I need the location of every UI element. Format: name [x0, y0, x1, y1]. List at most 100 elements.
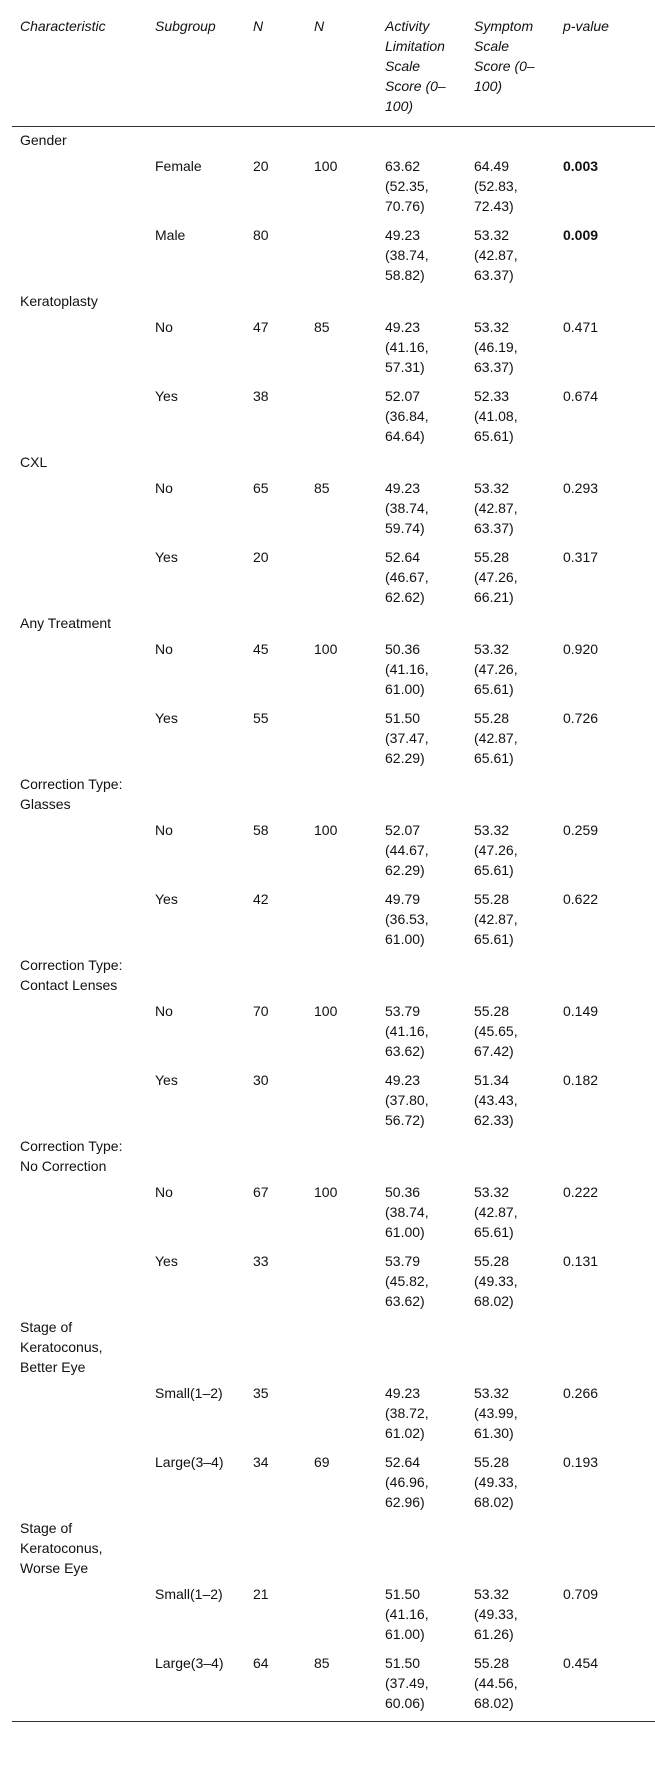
p-value-cell: 0.622: [563, 891, 599, 907]
empty-cell: [12, 1377, 147, 1446]
empty-cell: [306, 610, 377, 633]
n-subgroup-cell: 33: [253, 1253, 269, 1269]
empty-cell: [12, 1446, 147, 1515]
empty-cell: [245, 1314, 306, 1377]
empty-cell: [466, 1314, 555, 1377]
activity-score-cell: 49.79 (36.53, 61.00): [385, 891, 429, 947]
n-total-cell: 85: [314, 319, 330, 335]
activity-score-cell: 52.64 (46.96, 62.96): [385, 1454, 429, 1510]
subgroup-cell: No: [155, 1184, 173, 1200]
empty-cell: [377, 288, 466, 311]
p-value-cell: 0.182: [563, 1072, 599, 1088]
header-row: Characteristic Subgroup N N Activity Lim…: [12, 0, 655, 127]
characteristic-label: Correction Type: No Correction: [20, 1138, 123, 1174]
empty-cell: [147, 127, 245, 151]
empty-cell: [147, 288, 245, 311]
empty-cell: [377, 1314, 466, 1377]
p-value-cell: 0.193: [563, 1454, 599, 1470]
group-row: CXL: [12, 449, 655, 472]
symptom-score-cell: 55.28 (47.26, 66.21): [474, 549, 518, 605]
activity-score-cell: 52.64 (46.67, 62.62): [385, 549, 429, 605]
table-row: No 70 100 53.79 (41.16, 63.62) 55.28 (45.65,…: [12, 995, 655, 1064]
symptom-score-cell: 55.28 (45.65, 67.42): [474, 1003, 518, 1059]
n-subgroup-cell: 80: [253, 227, 269, 243]
n-total-cell: [306, 1064, 377, 1133]
empty-cell: [555, 127, 655, 151]
empty-cell: [12, 702, 147, 771]
header-n-subgroup: N: [245, 0, 306, 127]
header-activity-score: Activity Limitation Scale Score (0–100): [377, 0, 466, 127]
subgroup-cell: Yes: [155, 388, 178, 404]
empty-cell: [12, 1647, 147, 1722]
empty-cell: [147, 1133, 245, 1176]
subgroup-cell: No: [155, 319, 173, 335]
group-row: Stage of Keratoconus, Worse Eye: [12, 1515, 655, 1578]
p-value-cell: 0.471: [563, 319, 599, 335]
results-table: Characteristic Subgroup N N Activity Lim…: [12, 0, 655, 1722]
activity-score-cell: 52.07 (36.84, 64.64): [385, 388, 429, 444]
n-subgroup-cell: 42: [253, 891, 269, 907]
empty-cell: [555, 771, 655, 814]
characteristic-label: Keratoplasty: [20, 293, 98, 309]
n-subgroup-cell: 30: [253, 1072, 269, 1088]
header-n-total: N: [306, 0, 377, 127]
table-row: Yes 30 49.23 (37.80, 56.72) 51.34 (43.43, 6…: [12, 1064, 655, 1133]
results-table-container: Characteristic Subgroup N N Activity Lim…: [12, 0, 655, 1722]
empty-cell: [147, 610, 245, 633]
n-subgroup-cell: 21: [253, 1586, 269, 1602]
n-total-cell: [306, 380, 377, 449]
empty-cell: [377, 952, 466, 995]
empty-cell: [466, 952, 555, 995]
empty-cell: [306, 1515, 377, 1578]
empty-cell: [466, 288, 555, 311]
table-header: Characteristic Subgroup N N Activity Lim…: [12, 0, 655, 127]
table-row: Male 80 49.23 (38.74, 58.82) 53.32 (42.87, …: [12, 219, 655, 288]
table-row: Yes 20 52.64 (46.67, 62.62) 55.28 (47.26, 6…: [12, 541, 655, 610]
subgroup-cell: No: [155, 822, 173, 838]
empty-cell: [555, 610, 655, 633]
empty-cell: [306, 952, 377, 995]
p-value-cell: 0.674: [563, 388, 599, 404]
empty-cell: [306, 771, 377, 814]
symptom-score-cell: 53.32 (46.19, 63.37): [474, 319, 518, 375]
empty-cell: [12, 1245, 147, 1314]
subgroup-cell: Large(3–4): [147, 1647, 245, 1722]
empty-cell: [12, 1578, 147, 1647]
activity-score-cell: 49.23 (38.72, 61.02): [385, 1385, 429, 1441]
n-total-cell: [306, 541, 377, 610]
characteristic-label: Stage of Keratoconus, Better Eye: [20, 1319, 103, 1375]
subgroup-cell: Large(3–4): [155, 1454, 224, 1470]
characteristic-label: Gender: [20, 132, 67, 148]
activity-score-cell: 51.50 (37.47, 62.29): [385, 710, 429, 766]
header-characteristic: Characteristic: [12, 0, 147, 127]
p-value-cell: 0.454: [555, 1647, 655, 1722]
empty-cell: [466, 610, 555, 633]
n-total-cell: 100: [314, 1184, 338, 1200]
symptom-score-cell: 53.32 (42.87, 63.37): [474, 227, 518, 283]
empty-cell: [245, 288, 306, 311]
group-row: Correction Type: Glasses: [12, 771, 655, 814]
characteristic-label: CXL: [20, 454, 48, 470]
symptom-score-cell: 52.33 (41.08, 65.61): [474, 388, 518, 444]
activity-score-cell: 50.36 (41.16, 61.00): [385, 641, 429, 697]
subgroup-cell: Female: [155, 158, 202, 174]
symptom-score-cell: 55.28 (42.87, 65.61): [474, 710, 518, 766]
p-value-cell: 0.149: [563, 1003, 599, 1019]
table-row: Small(1–2) 35 49.23 (38.72, 61.02) 53.32 (4…: [12, 1377, 655, 1446]
n-total-cell: 100: [314, 641, 338, 657]
n-subgroup-cell: 70: [253, 1003, 269, 1019]
empty-cell: [245, 610, 306, 633]
empty-cell: [12, 311, 147, 380]
group-row: Gender: [12, 127, 655, 151]
empty-cell: [245, 1515, 306, 1578]
activity-score-cell: 63.62 (52.35, 70.76): [385, 158, 429, 214]
n-total-cell: 85: [306, 1647, 377, 1722]
empty-cell: [12, 219, 147, 288]
empty-cell: [12, 472, 147, 541]
empty-cell: [12, 883, 147, 952]
table-row: Yes 33 53.79 (45.82, 63.62) 55.28 (49.33, 6…: [12, 1245, 655, 1314]
p-value-cell: 0.920: [563, 641, 599, 657]
empty-cell: [12, 541, 147, 610]
group-row: Stage of Keratoconus, Better Eye: [12, 1314, 655, 1377]
characteristic-label: Stage of Keratoconus, Worse Eye: [20, 1520, 103, 1576]
